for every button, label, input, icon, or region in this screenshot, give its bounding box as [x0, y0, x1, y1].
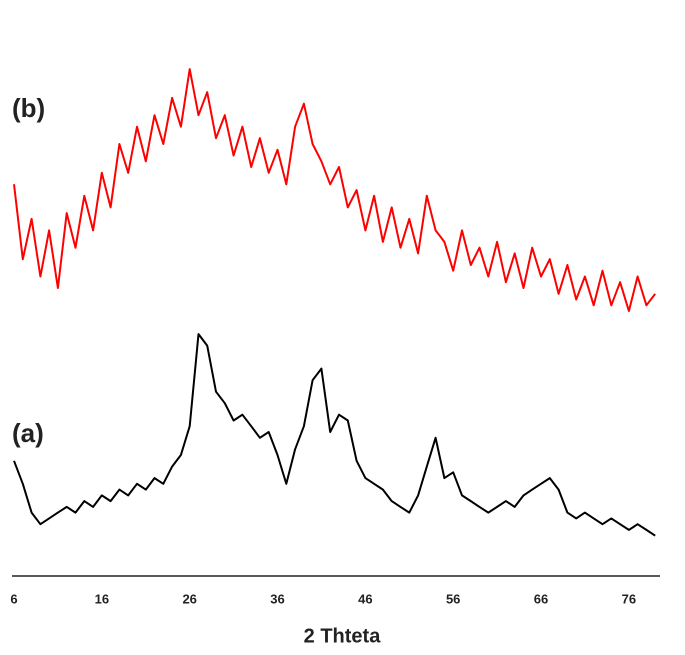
x-tick-label: 26: [182, 591, 196, 606]
series-label: (b): [12, 93, 45, 123]
x-tick-label: 6: [10, 591, 17, 606]
series-line: [13, 333, 656, 537]
series-label: (a): [12, 418, 44, 448]
x-tick-label: 76: [622, 591, 636, 606]
x-tick-label: 46: [358, 591, 372, 606]
x-axis-title: 2 Thteta: [304, 625, 382, 647]
x-tick-label: 36: [270, 591, 284, 606]
x-tick-label: 56: [446, 591, 460, 606]
x-tick-label: 66: [534, 591, 548, 606]
x-tick-label: 16: [95, 591, 109, 606]
series-line: [13, 68, 656, 312]
